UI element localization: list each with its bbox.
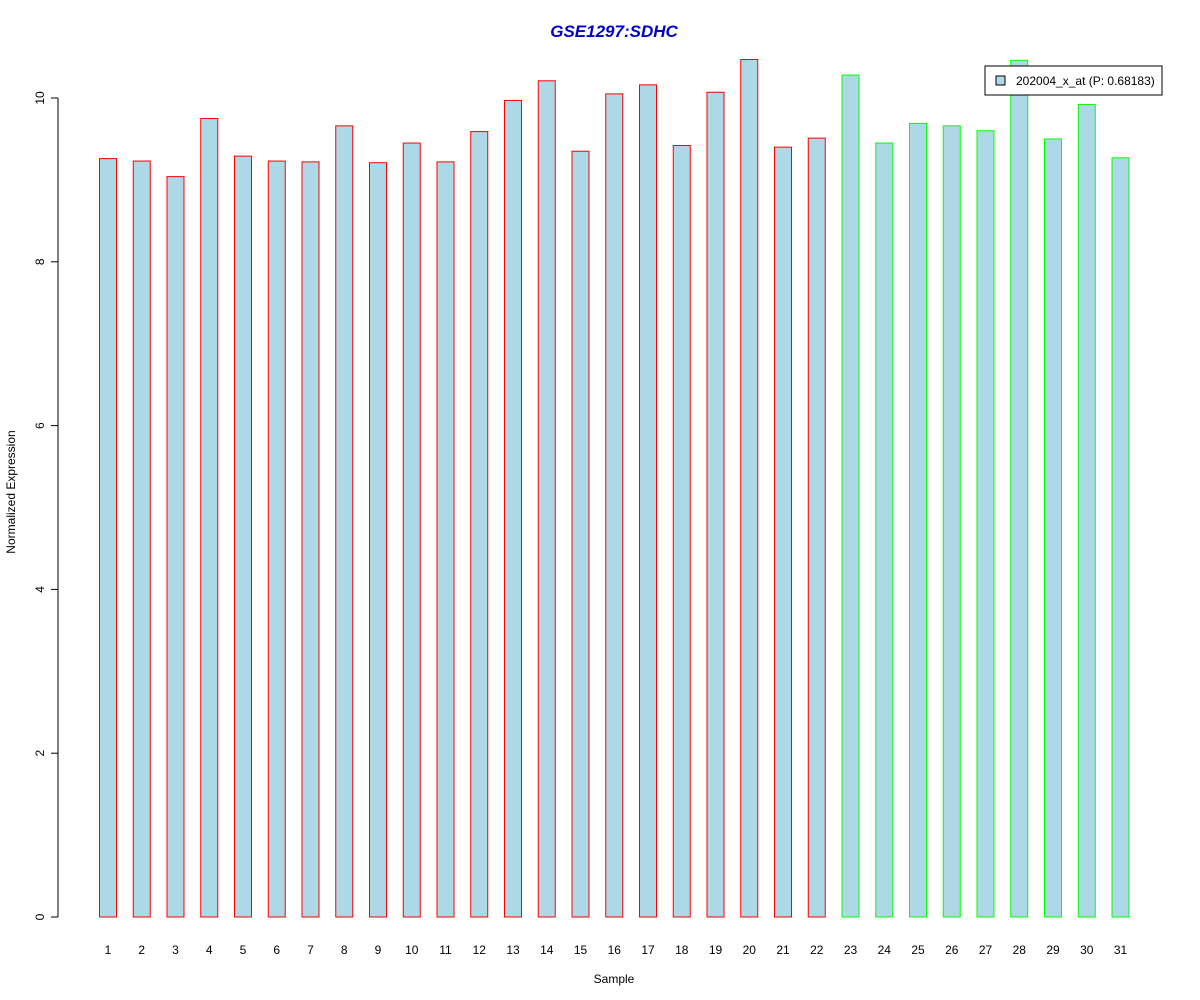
bar-sample-27 bbox=[976, 130, 995, 918]
x-tick-label: 4 bbox=[206, 943, 213, 957]
bar-sample-7 bbox=[301, 161, 320, 918]
bar-sample-31 bbox=[1111, 157, 1130, 918]
x-tick-label: 10 bbox=[405, 943, 419, 957]
bar-sample-16 bbox=[605, 93, 624, 918]
x-tick-label: 20 bbox=[743, 943, 757, 957]
x-tick-label: 27 bbox=[979, 943, 993, 957]
bars bbox=[99, 59, 1130, 918]
x-tick-label: 8 bbox=[341, 943, 348, 957]
y-tick-label: 6 bbox=[33, 422, 47, 429]
bar-sample-15 bbox=[571, 150, 590, 918]
bar-sample-6 bbox=[267, 160, 286, 918]
x-tick-label: 17 bbox=[641, 943, 655, 957]
x-tick-label: 18 bbox=[675, 943, 689, 957]
chart-title: GSE1297:SDHC bbox=[550, 22, 678, 41]
y-tick-label: 4 bbox=[33, 586, 47, 593]
y-tick-label: 10 bbox=[33, 91, 47, 105]
bar-sample-19 bbox=[706, 91, 725, 918]
bar-sample-22 bbox=[807, 137, 826, 918]
x-tick-label: 14 bbox=[540, 943, 554, 957]
legend: 202004_x_at (P: 0.68183) bbox=[984, 65, 1163, 96]
bar-sample-1 bbox=[99, 158, 117, 918]
x-tick-label: 1 bbox=[105, 943, 112, 957]
bar-sample-30 bbox=[1077, 104, 1096, 918]
bar-sample-5 bbox=[234, 155, 252, 918]
bar-sample-25 bbox=[909, 122, 927, 918]
y-axis-label: Normalized Expression bbox=[4, 430, 18, 553]
y-tick-label: 0 bbox=[33, 913, 47, 920]
legend-label: 202004_x_at (P: 0.68183) bbox=[1016, 74, 1155, 88]
bar-sample-26 bbox=[942, 125, 961, 918]
x-tick-label: 11 bbox=[439, 943, 452, 957]
bar-sample-13 bbox=[504, 99, 522, 918]
x-tick-label: 16 bbox=[608, 943, 622, 957]
bar-sample-18 bbox=[672, 145, 691, 918]
bar-sample-14 bbox=[537, 80, 556, 918]
bar-sample-4 bbox=[200, 117, 219, 918]
bar-sample-11 bbox=[436, 161, 455, 918]
y-axis: 0 2 4 6 8 10 bbox=[33, 91, 59, 920]
y-tick-label: 2 bbox=[33, 750, 47, 757]
bar-sample-8 bbox=[335, 125, 354, 918]
bar-sample-12 bbox=[470, 131, 489, 918]
bar-sample-21 bbox=[774, 146, 792, 918]
x-axis-label: Sample bbox=[594, 972, 635, 986]
legend-swatch bbox=[995, 75, 1006, 86]
x-tick-label: 19 bbox=[709, 943, 723, 957]
legend-box bbox=[984, 65, 1163, 96]
x-tick-label: 2 bbox=[138, 943, 145, 957]
x-tick-label: 5 bbox=[240, 943, 247, 957]
x-tick-label: 29 bbox=[1046, 943, 1060, 957]
x-tick-label: 22 bbox=[810, 943, 824, 957]
bar-sample-29 bbox=[1044, 138, 1062, 918]
x-tick-label: 7 bbox=[307, 943, 314, 957]
x-tick-label: 3 bbox=[172, 943, 179, 957]
bar-sample-3 bbox=[166, 176, 185, 918]
x-tick-labels: 1 2 3 4 5 6 7 8 9 10 11 12 13 14 15 16 17 18 19 20 21 22 23 24 2… bbox=[105, 943, 1128, 957]
y-tick-label: 8 bbox=[33, 258, 47, 265]
bar-sample-23 bbox=[841, 74, 860, 918]
x-tick-label: 25 bbox=[911, 943, 925, 957]
x-tick-label: 28 bbox=[1013, 943, 1027, 957]
x-tick-label: 30 bbox=[1080, 943, 1094, 957]
bar-sample-28 bbox=[1010, 59, 1029, 918]
bar-sample-10 bbox=[402, 142, 421, 918]
bar-sample-24 bbox=[875, 142, 894, 918]
x-tick-label: 9 bbox=[375, 943, 382, 957]
x-tick-label: 26 bbox=[945, 943, 959, 957]
x-tick-label: 15 bbox=[574, 943, 588, 957]
bar-sample-2 bbox=[132, 160, 151, 918]
bar-sample-17 bbox=[639, 84, 657, 918]
bar-sample-20 bbox=[740, 59, 759, 918]
x-tick-label: 24 bbox=[878, 943, 892, 957]
x-tick-label: 21 bbox=[776, 943, 790, 957]
x-tick-label: 13 bbox=[506, 943, 520, 957]
x-tick-label: 31 bbox=[1114, 943, 1128, 957]
x-tick-label: 12 bbox=[473, 943, 487, 957]
x-tick-label: 23 bbox=[844, 943, 858, 957]
x-tick-label: 6 bbox=[273, 943, 280, 957]
bar-sample-9 bbox=[369, 162, 387, 918]
